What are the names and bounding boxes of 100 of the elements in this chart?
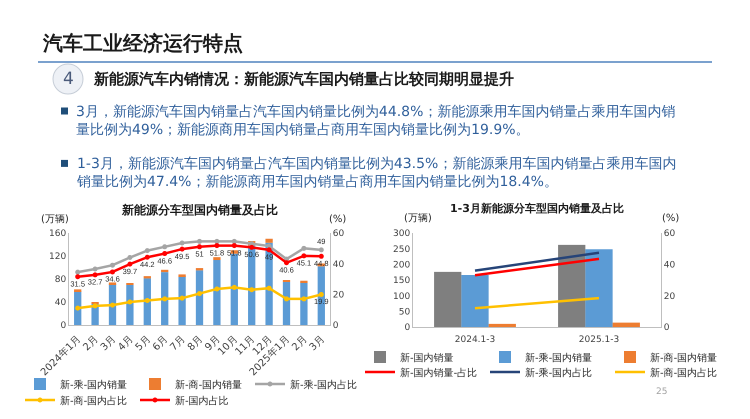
x-tick-label: 8月 bbox=[186, 334, 206, 354]
bar bbox=[585, 249, 613, 327]
legend-label: 新-商-国内销量 bbox=[175, 378, 242, 391]
y-tick-label: 50 bbox=[398, 307, 410, 318]
bar bbox=[300, 282, 308, 325]
chart-title: 新能源分车型国内销量及占比 bbox=[121, 203, 278, 217]
y-tick-label: 120 bbox=[49, 252, 66, 262]
y-tick-label: 200 bbox=[393, 260, 410, 270]
text: 汽车工业经济运行特点 bbox=[42, 31, 243, 55]
bar bbox=[213, 257, 221, 260]
point bbox=[92, 303, 98, 308]
point bbox=[75, 270, 80, 275]
y2-axis-title: (%) bbox=[662, 213, 680, 224]
point bbox=[75, 274, 80, 280]
point bbox=[197, 244, 202, 250]
point bbox=[180, 296, 185, 301]
point bbox=[284, 260, 289, 266]
point bbox=[232, 243, 237, 248]
point bbox=[75, 306, 80, 311]
y2-tick-label: 0 bbox=[332, 321, 339, 332]
bar bbox=[108, 282, 116, 285]
y-tick-label: 0 bbox=[60, 321, 66, 332]
point bbox=[266, 247, 272, 252]
text: 25 bbox=[656, 387, 668, 397]
point bbox=[318, 292, 324, 297]
point bbox=[180, 240, 185, 246]
y2-tick-label: 40 bbox=[664, 260, 676, 270]
x-tick-label: 5月 bbox=[134, 334, 153, 354]
x-tick-label: 7月 bbox=[168, 334, 188, 354]
bar bbox=[488, 324, 516, 327]
bar bbox=[74, 289, 82, 292]
bar bbox=[461, 274, 489, 327]
point bbox=[301, 253, 306, 258]
bar bbox=[434, 272, 462, 327]
x-tick-label: 3月 bbox=[98, 334, 118, 354]
y-tick-label: 100 bbox=[393, 292, 410, 302]
x-tick-label: 2月 bbox=[290, 334, 310, 354]
point bbox=[214, 243, 220, 248]
legend-label: 新-乘-国内占比 bbox=[290, 378, 358, 391]
point bbox=[266, 286, 272, 291]
point bbox=[144, 248, 150, 254]
legend-label: 新-乘-国内销量 bbox=[525, 352, 592, 364]
bar bbox=[178, 274, 186, 277]
point bbox=[162, 251, 168, 256]
y2-tick-label: 60 bbox=[664, 229, 676, 240]
point bbox=[127, 255, 132, 260]
point bbox=[127, 300, 132, 304]
point bbox=[162, 244, 168, 250]
point bbox=[318, 247, 324, 252]
legend-label: 新-商-国内销量 bbox=[650, 352, 718, 364]
point bbox=[197, 291, 202, 296]
point bbox=[110, 302, 115, 308]
bar bbox=[161, 272, 168, 325]
bar bbox=[558, 244, 586, 327]
point bbox=[110, 269, 115, 274]
y2-tick-label: 0 bbox=[664, 323, 670, 334]
point bbox=[301, 246, 306, 251]
y-tick-label: 80 bbox=[54, 275, 66, 286]
bar bbox=[161, 270, 168, 272]
y-tick-label: 160 bbox=[49, 229, 66, 240]
legend-label: 新-国内占比 bbox=[175, 394, 229, 407]
point bbox=[92, 266, 98, 272]
y2-tick-label: 60 bbox=[332, 229, 345, 240]
point bbox=[110, 262, 115, 268]
point bbox=[249, 287, 254, 292]
point bbox=[180, 246, 185, 252]
y-tick-label: 40 bbox=[54, 298, 66, 308]
x-tick-label: 4月 bbox=[116, 334, 136, 354]
x-tick-label: 3月 bbox=[308, 334, 327, 354]
text: 新能源汽车内销情况：新能源汽车国内销量占比较同期明显提升 bbox=[93, 70, 514, 88]
legend-label: 新-国内销量-占比 bbox=[400, 366, 478, 379]
y-axis-title: (万辆) bbox=[41, 213, 69, 225]
legend-label: 新-乘-国内占比 bbox=[525, 366, 592, 379]
text: 4 bbox=[63, 69, 74, 89]
point bbox=[301, 296, 306, 302]
x-tick-label: 6月 bbox=[151, 334, 170, 354]
legend-label: 新-商-国内占比 bbox=[60, 394, 128, 407]
bar bbox=[612, 322, 640, 327]
point bbox=[232, 284, 237, 290]
bar bbox=[144, 278, 151, 325]
bar bbox=[213, 260, 221, 325]
y-axis-title: (万辆) bbox=[404, 212, 432, 224]
point bbox=[144, 254, 150, 260]
legend-label: 新-国内销量 bbox=[400, 352, 454, 364]
bar bbox=[178, 276, 186, 325]
point bbox=[127, 262, 132, 267]
point bbox=[318, 254, 324, 259]
legend-label: 新-商-国内占比 bbox=[650, 366, 718, 379]
y2-tick-label: 40 bbox=[332, 260, 345, 270]
chart-title: 1-3月新能源分车型国内销量及占比 bbox=[450, 202, 624, 215]
text: 3月，新能源汽车国内销量占汽车国内销量比例为44.8%；新能源乘用车国内销量占乘用车国内销量比例为49%；新能源商用车国内销量占商用车国内销量比例为19.9%。 bbox=[76, 104, 676, 138]
y-tick-label: 250 bbox=[393, 244, 410, 255]
x-tick-label: 2025.1-3 bbox=[578, 334, 620, 345]
y2-axis-title: (%) bbox=[329, 214, 346, 225]
x-tick-label: 2月 bbox=[81, 334, 101, 354]
text: 1-3月，新能源汽车国内销量占汽车国内销量比例为43.5%；新能源乘用车国内销量占乘用车国内销量比例为47.4%；新能源商用车国内销量占商用车国内销量比例为18.4%。 bbox=[76, 156, 676, 190]
bar bbox=[265, 238, 273, 243]
point bbox=[144, 298, 150, 303]
point bbox=[197, 238, 202, 244]
bar bbox=[196, 270, 204, 325]
